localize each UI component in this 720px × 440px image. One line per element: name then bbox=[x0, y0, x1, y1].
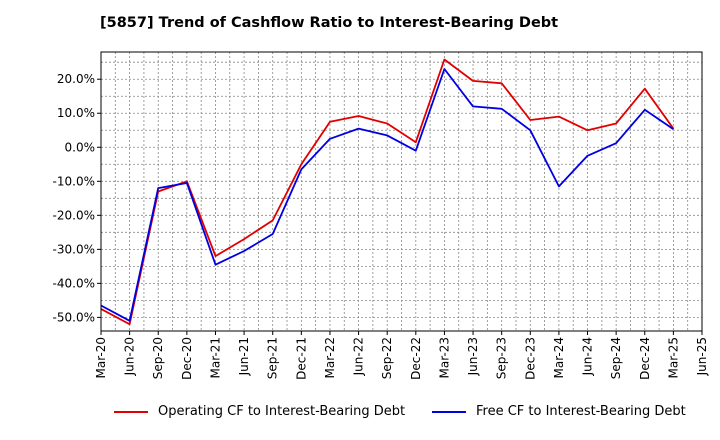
x-tick-label: Mar-21 bbox=[208, 337, 222, 378]
legend-swatch-free-cf bbox=[432, 410, 466, 413]
y-tick-label: 20.0% bbox=[57, 72, 95, 86]
series-line-operating-cf bbox=[100, 58, 675, 326]
legend-label-free-cf: Free CF to Interest-Bearing Debt bbox=[476, 404, 686, 419]
x-tick-label: Jun-23 bbox=[466, 337, 480, 376]
x-tick-label: Jun-22 bbox=[352, 337, 366, 376]
x-tick-label: Mar-24 bbox=[552, 337, 566, 378]
plot-frame bbox=[100, 51, 703, 332]
grid-layer bbox=[101, 52, 702, 331]
y-tick-label: -40.0% bbox=[53, 276, 95, 290]
x-tick-label: Jun-24 bbox=[581, 337, 595, 376]
y-tick-label: -30.0% bbox=[53, 242, 95, 256]
x-tick-label: Dec-22 bbox=[409, 337, 423, 380]
x-tick-label: Mar-20 bbox=[94, 337, 108, 378]
legend-item-operating-cf: Operating CF to Interest-Bearing Debt bbox=[114, 404, 405, 419]
x-tick-label: Dec-23 bbox=[523, 337, 537, 380]
legend-item-free-cf: Free CF to Interest-Bearing Debt bbox=[432, 404, 686, 419]
x-tick-label: Sep-21 bbox=[266, 337, 280, 379]
y-tick-label: 10.0% bbox=[57, 106, 95, 120]
x-tick-label: Dec-24 bbox=[638, 337, 652, 380]
x-tick-label: Jun-25 bbox=[695, 337, 709, 376]
x-tick-label: Mar-22 bbox=[323, 337, 337, 378]
x-tick-label: Jun-20 bbox=[123, 337, 137, 376]
legend-label-operating-cf: Operating CF to Interest-Bearing Debt bbox=[158, 404, 406, 419]
x-tick-label: Sep-24 bbox=[609, 337, 623, 379]
x-tick-label: Jun-21 bbox=[237, 337, 251, 376]
series-layer bbox=[100, 58, 675, 326]
y-tick-label: -10.0% bbox=[53, 174, 95, 188]
x-tick-label: Sep-23 bbox=[495, 337, 509, 379]
x-tick-label: Sep-20 bbox=[151, 337, 165, 379]
x-tick-label: Dec-20 bbox=[180, 337, 194, 380]
x-tick-label: Dec-21 bbox=[294, 337, 308, 380]
series-line-free-cf bbox=[100, 68, 674, 322]
y-tick-label: -20.0% bbox=[53, 208, 95, 222]
legend-swatch-operating-cf bbox=[114, 410, 148, 413]
line-chart: -50.0% -40.0% -30.0% -20.0% -10.0% 0.0% 10.0% 2… bbox=[53, 51, 709, 380]
legend: Operating CF to Interest-Bearing Debt Fr… bbox=[0, 404, 720, 426]
y-tick-label: -50.0% bbox=[53, 310, 95, 324]
x-tick-label: Mar-23 bbox=[437, 337, 451, 378]
x-tick-label: Sep-22 bbox=[380, 337, 394, 379]
chart-title: [5857] Trend of Cashflow Ratio to Intere… bbox=[100, 15, 559, 31]
x-tick-label: Mar-25 bbox=[666, 337, 680, 378]
axis-layer: -50.0% -40.0% -30.0% -20.0% -10.0% 0.0% 10.0% 2… bbox=[53, 72, 709, 380]
y-tick-label: 0.0% bbox=[65, 140, 96, 154]
